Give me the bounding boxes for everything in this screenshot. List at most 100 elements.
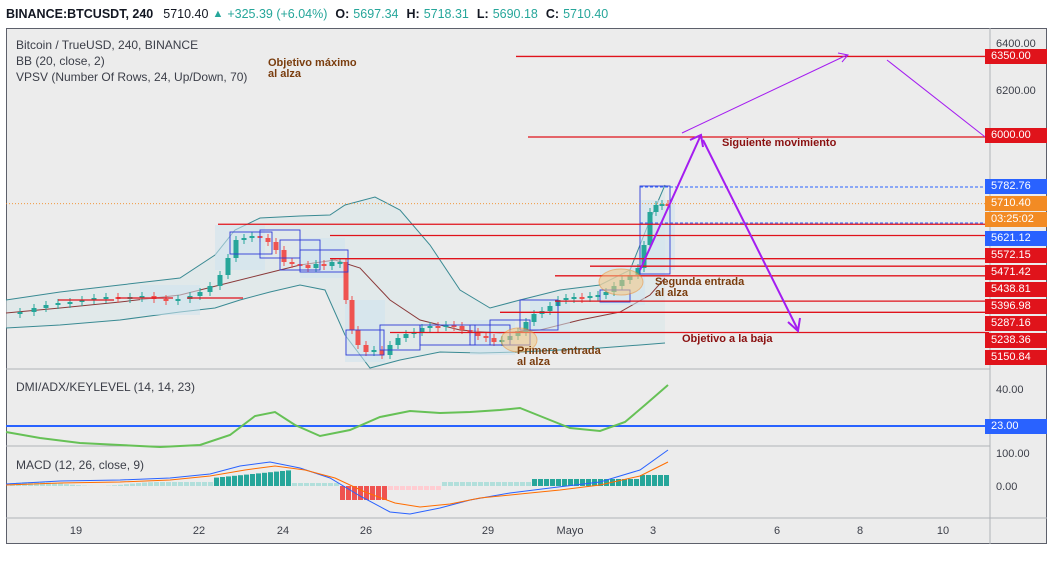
candle-body bbox=[363, 345, 369, 352]
macd-histogram-bar bbox=[466, 482, 471, 486]
candle-body bbox=[31, 308, 37, 312]
candle-body bbox=[531, 314, 537, 322]
annotation-second-entry[interactable]: Segunda entrada al alza bbox=[655, 277, 744, 299]
price-box bbox=[419, 324, 476, 346]
macd-histogram-bar bbox=[520, 482, 525, 486]
macd-histogram-bar bbox=[358, 486, 363, 500]
keylevel-label: 23.00 bbox=[985, 419, 1047, 434]
price-label: 5238.36 bbox=[985, 333, 1047, 348]
time-tick: 24 bbox=[276, 525, 290, 537]
candle-body bbox=[337, 262, 343, 264]
price-label: 5396.98 bbox=[985, 299, 1047, 314]
macd-histogram-bar bbox=[514, 482, 519, 486]
candle-body bbox=[653, 205, 659, 212]
annotation-target-down[interactable]: Objetivo a la baja bbox=[682, 333, 773, 345]
macd-histogram-bar bbox=[136, 483, 141, 486]
annotation-next-move[interactable]: Siguiente movimiento bbox=[722, 137, 837, 149]
macd-histogram-bar bbox=[286, 470, 291, 486]
candle-body bbox=[163, 299, 169, 301]
macd-histogram-bar bbox=[490, 482, 495, 486]
time-tick: 26 bbox=[359, 525, 373, 537]
macd-histogram-bar bbox=[604, 479, 609, 486]
macd-histogram-bar bbox=[256, 473, 261, 486]
price-box bbox=[229, 231, 273, 255]
arrow-head bbox=[787, 317, 801, 333]
candle-body bbox=[371, 350, 377, 352]
time-tick: 22 bbox=[192, 525, 206, 537]
macd-histogram-bar bbox=[484, 482, 489, 486]
symbol-name[interactable]: BINANCE:BTCUSDT, 240 bbox=[6, 7, 154, 21]
macd-histogram-bar bbox=[220, 477, 225, 486]
macd-histogram-bar bbox=[346, 486, 351, 500]
macd-histogram-bar bbox=[124, 484, 129, 486]
candle-body bbox=[67, 302, 73, 304]
legend-dmi[interactable]: DMI/ADX/KEYLEVEL (14, 14, 23) bbox=[16, 380, 195, 394]
price-box bbox=[345, 329, 385, 356]
macd-tick: 100.00 bbox=[996, 448, 1030, 460]
legend-vpsv[interactable]: VPSV (Number Of Rows, 24, Up/Down, 70) bbox=[16, 70, 248, 84]
macd-histogram-bar bbox=[436, 486, 441, 490]
candle-body bbox=[305, 265, 311, 268]
macd-histogram-bar bbox=[472, 482, 477, 486]
macd-histogram-bar bbox=[208, 482, 213, 486]
candle-body bbox=[343, 262, 349, 300]
candle-body bbox=[475, 332, 481, 336]
entry-highlight bbox=[598, 268, 644, 296]
macd-histogram-bar bbox=[532, 479, 537, 486]
candle-body bbox=[665, 204, 671, 206]
candle-body bbox=[563, 298, 569, 300]
macd-histogram-bar bbox=[538, 479, 543, 486]
macd-histogram-bar bbox=[424, 486, 429, 490]
macd-histogram-bar bbox=[172, 482, 177, 486]
price-box bbox=[519, 299, 559, 331]
macd-histogram-bar bbox=[226, 476, 231, 486]
macd-histogram-bar bbox=[550, 479, 555, 486]
close-label: C: bbox=[545, 7, 560, 21]
annotation-max-target[interactable]: Objetivo máximo al alza bbox=[268, 58, 357, 80]
price-label: 5621.12 bbox=[985, 231, 1047, 246]
legend-bollinger[interactable]: BB (20, close, 2) bbox=[16, 54, 105, 68]
macd-histogram-bar bbox=[562, 479, 567, 486]
open-label: O: bbox=[335, 7, 350, 21]
annotation-first-entry[interactable]: Primera entrada al alza bbox=[517, 346, 601, 368]
macd-histogram-bar bbox=[502, 482, 507, 486]
annotation-second-entry-line1: Segunda entrada bbox=[655, 276, 745, 288]
projection-line bbox=[886, 59, 990, 141]
candle-body bbox=[451, 325, 457, 327]
macd-histogram-bar bbox=[646, 475, 651, 486]
annotation-max-target-line2: al alza bbox=[268, 68, 302, 80]
symbol-header: BINANCE:BTCUSDT, 240 5710.40 ▲ +325.39 (… bbox=[0, 0, 1053, 28]
macd-histogram-bar bbox=[298, 483, 303, 486]
triangle-up-icon: ▲ bbox=[212, 8, 224, 20]
price-box bbox=[639, 185, 671, 275]
macd-histogram-bar bbox=[196, 482, 201, 486]
macd-histogram-bar bbox=[166, 482, 171, 486]
candle-body bbox=[647, 212, 653, 245]
macd-histogram-bar bbox=[64, 484, 69, 486]
macd-histogram-bar bbox=[130, 483, 135, 486]
high-label: H: bbox=[406, 7, 420, 21]
entry-highlight bbox=[500, 327, 538, 353]
price-label: 5150.84 bbox=[985, 350, 1047, 365]
price-label: 5710.40 bbox=[985, 196, 1047, 211]
dmi-tick: 40.00 bbox=[996, 384, 1024, 396]
legend-macd[interactable]: MACD (12, 26, close, 9) bbox=[16, 458, 145, 472]
low-value: 5690.18 bbox=[492, 7, 538, 21]
macd-histogram-bar bbox=[544, 479, 549, 486]
candle-body bbox=[571, 297, 577, 299]
candle-body bbox=[79, 300, 85, 302]
macd-histogram-bar bbox=[190, 482, 195, 486]
time-tick: 6 bbox=[773, 525, 781, 537]
macd-histogram-bar bbox=[448, 482, 453, 486]
candle-body bbox=[419, 328, 425, 332]
macd-histogram-bar bbox=[262, 472, 267, 486]
macd-histogram-bar bbox=[376, 486, 381, 500]
candle-body bbox=[313, 264, 319, 268]
macd-histogram-bar bbox=[250, 474, 255, 486]
macd-histogram-bar bbox=[634, 479, 639, 486]
legend-main-series[interactable]: Bitcoin / TrueUSD, 240, BINANCE bbox=[16, 38, 199, 52]
candle-body bbox=[641, 245, 647, 268]
candle-body bbox=[281, 250, 287, 262]
candle-body bbox=[659, 204, 665, 206]
